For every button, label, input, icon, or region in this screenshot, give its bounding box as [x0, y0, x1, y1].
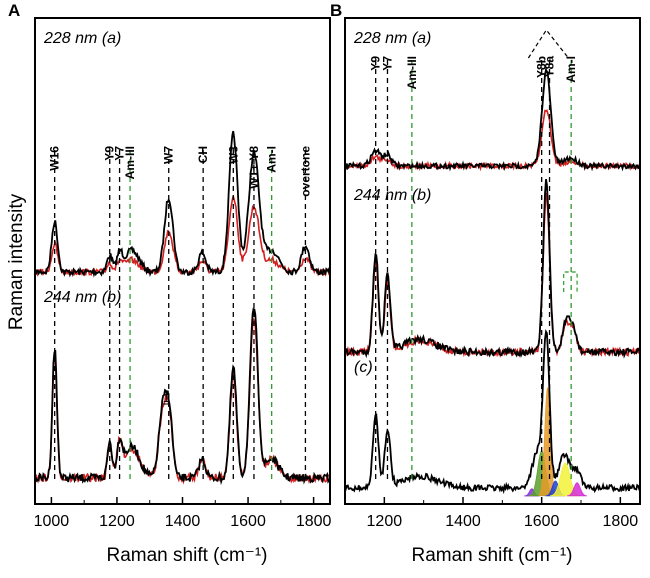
- a-trace-0-black-line: [34, 130, 331, 278]
- a-peak-label: Y9: [103, 146, 117, 161]
- panel-b-trace-b-label: 244 nm (b): [353, 187, 431, 204]
- b-peak-label: Y8a: [543, 56, 557, 78]
- b-trace-1-black-line: [344, 179, 641, 359]
- a-x-tick-label: 1600: [230, 513, 266, 530]
- b-trace-0-black-line: [344, 66, 641, 172]
- b-peak-label: Y8b: [535, 56, 549, 78]
- am-i-bracket: [563, 271, 578, 292]
- a-peak-label: Am-I: [265, 146, 279, 173]
- panel-b-x-axis-label: Raman shift (cm⁻¹): [412, 545, 573, 566]
- a-peak-label: overtone: [298, 146, 312, 197]
- y8-convergence-lines: [527, 28, 569, 59]
- panel-b-trace-a-label: 228 nm (a): [353, 30, 431, 47]
- panel-a-frame: [34, 17, 331, 505]
- panel-a-x-axis-label: Raman shift (cm⁻¹): [107, 545, 268, 566]
- a-peak-label: CH: [196, 146, 210, 163]
- a-trace-0-red-line: [34, 195, 331, 278]
- b-peak-label: Am-III: [405, 56, 419, 89]
- b-peak-label: Y9: [369, 56, 383, 71]
- panel-b-frame: [344, 17, 641, 505]
- a-x-tick-label: 1400: [165, 513, 201, 530]
- doublet-label: 1: [163, 391, 170, 405]
- a-peak-label: Am-III: [123, 146, 137, 179]
- a-x-tick-label: 1800: [296, 513, 332, 530]
- panel-a-trace-b-label: 244 nm (b): [43, 289, 121, 306]
- panel-b-letter: B: [330, 1, 342, 20]
- b-trace-0-red-line: [344, 109, 641, 172]
- b-trace-2-black-line: [344, 329, 641, 495]
- b-x-tick-label: 1600: [524, 513, 560, 530]
- a-peak-label: W3: [226, 146, 240, 164]
- a-peak-label: W16: [48, 146, 62, 171]
- a-trace-1-black-line: [34, 307, 331, 486]
- b-x-tick-label: 1800: [603, 513, 639, 530]
- panel-a-trace-a-label: 228 nm (a): [43, 30, 121, 47]
- b-x-tick-label: 1200: [367, 513, 403, 530]
- b-x-tick-label: 1400: [445, 513, 481, 530]
- a-peak-label: Y7: [113, 146, 127, 161]
- b-trace-1-red-line: [344, 192, 641, 358]
- b-peak-label: Am-I: [564, 56, 578, 83]
- a-peak-label: W7: [162, 146, 176, 164]
- panel-b-trace-c-label: (c): [354, 359, 373, 376]
- a-peak-label: W1+ Y8: [247, 146, 261, 189]
- b-peak-label: Y7: [380, 56, 394, 71]
- a-trace-1-red-line: [34, 317, 331, 485]
- fit-component-band: [567, 482, 588, 497]
- a-x-tick-label: 1000: [34, 513, 70, 530]
- panel-a-y-axis-label: Raman intensity: [6, 193, 27, 330]
- panel-a-letter: A: [8, 1, 20, 20]
- a-x-tick-label: 1200: [99, 513, 135, 530]
